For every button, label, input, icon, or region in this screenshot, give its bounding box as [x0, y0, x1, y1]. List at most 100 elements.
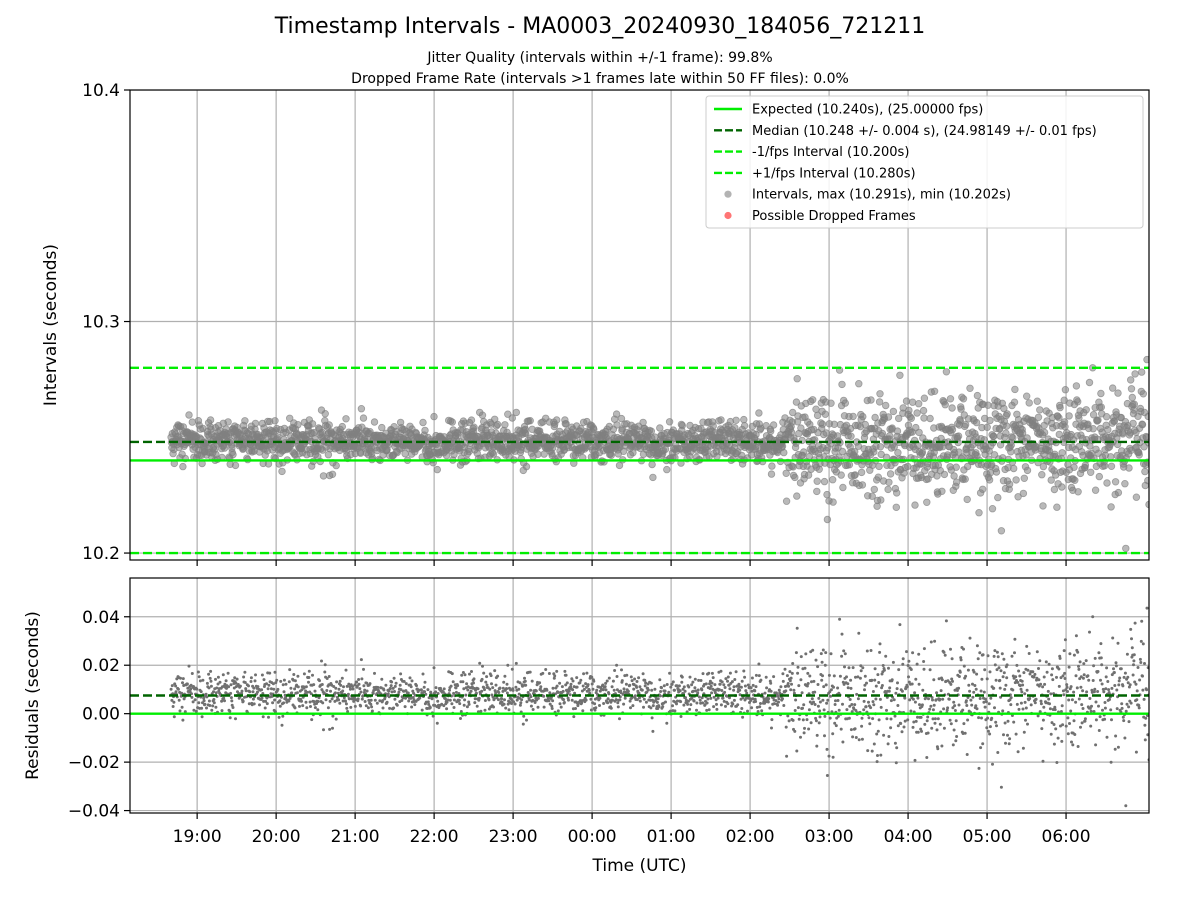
residual-point: [770, 718, 774, 722]
residual-point: [1124, 709, 1128, 713]
residual-point: [816, 683, 820, 686]
residual-point: [1107, 688, 1111, 692]
interval-point: [501, 421, 509, 429]
residual-point: [988, 670, 992, 674]
residual-point: [584, 682, 588, 686]
residual-point: [426, 688, 430, 692]
residual-point: [691, 689, 695, 693]
residual-point: [856, 675, 860, 679]
interval-point: [1005, 480, 1014, 488]
residual-point: [1038, 659, 1042, 663]
residual-point: [363, 688, 367, 692]
residual-point: [436, 699, 440, 703]
residual-point: [814, 716, 818, 720]
residual-point: [243, 681, 247, 684]
residual-point: [316, 700, 320, 703]
residual-point: [977, 766, 981, 770]
interval-point: [512, 408, 520, 417]
residual-point: [867, 716, 871, 720]
residual-point: [467, 702, 471, 706]
residual-point: [816, 704, 820, 708]
interval-point: [948, 425, 957, 434]
x-tick-label: 23:00: [489, 827, 538, 847]
residual-point: [1050, 673, 1054, 677]
interval-point: [1050, 485, 1059, 494]
residual-point: [221, 673, 225, 677]
residual-point: [823, 734, 826, 738]
residual-point: [993, 706, 996, 710]
interval-point: [1003, 422, 1011, 430]
residual-point: [932, 678, 936, 682]
residual-point: [686, 699, 690, 703]
residual-point: [978, 651, 982, 655]
residual-point: [525, 700, 529, 704]
residual-point: [1098, 715, 1102, 719]
residual-point: [183, 710, 187, 714]
residual-point: [487, 698, 491, 702]
interval-point: [938, 487, 946, 495]
residual-point: [720, 680, 724, 684]
residual-point: [382, 688, 386, 692]
residual-point: [792, 691, 796, 695]
residual-point: [359, 658, 363, 662]
interval-point: [1074, 488, 1082, 496]
residual-point: [928, 668, 932, 672]
interval-point: [830, 420, 838, 428]
residual-point: [620, 668, 623, 672]
residual-point: [736, 703, 740, 707]
residual-point: [1081, 707, 1085, 710]
residual-point: [311, 673, 314, 677]
residual-point: [887, 666, 890, 670]
residual-point: [796, 665, 800, 669]
residual-point: [732, 685, 736, 689]
residual-point: [1066, 716, 1070, 720]
chart-subtitle-dropped: Dropped Frame Rate (intervals >1 frames …: [351, 71, 849, 87]
residual-point: [1119, 667, 1123, 671]
residual-point: [261, 692, 265, 695]
residual-point: [1023, 692, 1027, 696]
residual-point: [169, 687, 173, 691]
residual-point: [1013, 637, 1017, 641]
residual-point: [551, 699, 555, 703]
residual-point: [357, 678, 361, 681]
interval-point: [1144, 476, 1149, 485]
interval-point: [972, 418, 981, 427]
residual-point: [675, 699, 679, 703]
residual-point: [854, 675, 857, 679]
residual-point: [618, 698, 622, 702]
residual-point: [565, 681, 569, 685]
residual-point: [929, 640, 933, 644]
residual-point: [847, 716, 851, 720]
residual-point: [818, 709, 822, 713]
residual-point: [889, 699, 893, 703]
residual-point: [207, 686, 211, 690]
interval-point: [986, 416, 994, 425]
residual-point: [208, 676, 212, 680]
residual-point: [567, 698, 570, 702]
residual-point: [787, 719, 791, 723]
residual-point: [1043, 682, 1047, 686]
residual-point: [1135, 689, 1139, 693]
residual-point: [864, 705, 868, 709]
residual-point: [694, 689, 698, 693]
residual-point: [928, 707, 932, 711]
residual-point: [228, 716, 232, 720]
residual-point: [556, 709, 560, 713]
interval-point: [1012, 476, 1020, 484]
residual-point: [728, 687, 732, 691]
interval-point: [791, 473, 799, 482]
residual-point: [320, 683, 324, 686]
residual-point: [496, 674, 500, 678]
residual-point: [730, 680, 734, 684]
residual-point: [278, 704, 282, 708]
residual-point: [522, 714, 526, 718]
residual-point: [1094, 700, 1098, 704]
residual-point: [935, 691, 939, 695]
residual-point: [334, 717, 338, 721]
residual-point: [1057, 667, 1061, 671]
residual-point: [197, 675, 201, 679]
residual-point: [791, 662, 795, 665]
residual-point: [914, 719, 918, 723]
residual-point: [591, 687, 595, 691]
residual-point: [529, 704, 533, 708]
